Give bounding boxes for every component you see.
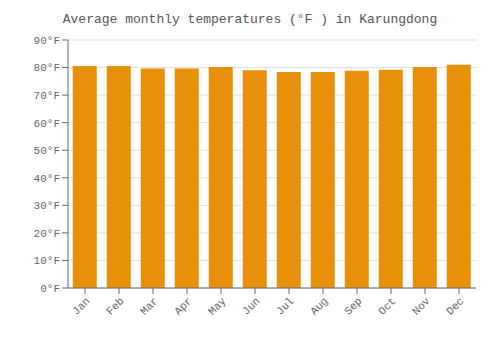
svg-text:Sep: Sep <box>342 295 364 317</box>
svg-text:Mar: Mar <box>138 295 160 317</box>
svg-text:Nov: Nov <box>410 295 433 318</box>
html-text:Average monthly temperatures (: Average monthly temperatures (°F ) in Ka… <box>62 12 438 27</box>
svg-text:30°F: 30°F <box>34 200 60 212</box>
svg-text:May: May <box>206 295 229 318</box>
svg-text:90°F: 90°F <box>34 35 60 47</box>
svg-text:Jun: Jun <box>240 295 262 317</box>
svg-text:50°F: 50°F <box>34 145 60 157</box>
svg-text:Oct: Oct <box>376 295 398 317</box>
svg-text:0°F: 0°F <box>40 283 60 295</box>
svg-text:Apr: Apr <box>172 295 194 317</box>
svg-text:Jan: Jan <box>70 295 92 317</box>
svg-text:60°F: 60°F <box>34 118 60 130</box>
svg-text:70°F: 70°F <box>34 90 60 102</box>
svg-text:10°F: 10°F <box>34 255 60 267</box>
svg-text:Feb: Feb <box>104 295 126 317</box>
svg-text:40°F: 40°F <box>34 173 60 185</box>
svg-text:Dec: Dec <box>444 295 466 317</box>
svg-text:Aug: Aug <box>308 295 330 317</box>
svg-text:Jul: Jul <box>274 295 296 317</box>
svg-text:80°F: 80°F <box>34 62 60 74</box>
svg-text:20°F: 20°F <box>34 228 60 240</box>
